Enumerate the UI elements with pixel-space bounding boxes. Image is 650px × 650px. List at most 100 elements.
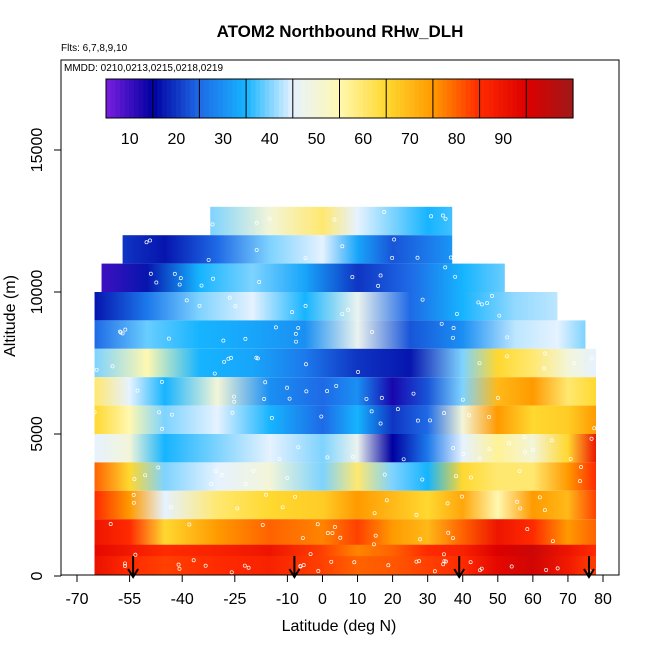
colorbar-segment xyxy=(400,79,406,118)
sample-marker xyxy=(442,411,447,416)
sample-marker xyxy=(110,364,115,369)
sample-marker xyxy=(455,311,459,316)
x-tick-label: 0 xyxy=(318,591,327,608)
colorbar-segment xyxy=(325,79,331,118)
sample-marker xyxy=(287,396,292,401)
sample-marker xyxy=(329,559,334,564)
sample-marker xyxy=(166,336,171,341)
sample-marker xyxy=(446,530,451,535)
colorbar-segment xyxy=(227,79,233,118)
colorbar-tick-label: 40 xyxy=(261,131,279,148)
sample-marker xyxy=(418,537,423,542)
colorbar-segment xyxy=(171,79,177,118)
colorbar-segment xyxy=(106,79,112,118)
colorbar-segment xyxy=(554,79,560,118)
colorbar-segment xyxy=(512,79,518,118)
sample-marker xyxy=(338,535,343,540)
colorbar-segment xyxy=(563,79,569,118)
colorbar-segment xyxy=(288,79,294,118)
sample-marker xyxy=(229,570,234,575)
colorbar-segment xyxy=(264,79,271,118)
colorbar-segment xyxy=(460,79,467,118)
colorbar-segment xyxy=(302,79,308,118)
sample-marker xyxy=(294,339,298,344)
colorbar-segment xyxy=(218,79,224,118)
heatmap-row xyxy=(94,405,596,434)
colorbar-segment xyxy=(484,79,490,118)
flights-note: Flts: 6,7,8,9,10 xyxy=(61,43,128,54)
sample-marker xyxy=(319,414,324,419)
colorbar-segment xyxy=(414,79,420,118)
colorbar-segment xyxy=(498,79,504,118)
sample-marker xyxy=(227,295,232,300)
sample-marker xyxy=(303,303,308,308)
colorbar-segment xyxy=(344,79,350,118)
colorbar-tick-label: 30 xyxy=(214,131,232,148)
sample-marker xyxy=(325,389,330,394)
colorbar-segment xyxy=(148,79,154,118)
sample-marker xyxy=(542,366,546,371)
x-tick-label: 60 xyxy=(524,591,542,608)
profile-arrows xyxy=(127,556,595,579)
sample-marker xyxy=(390,255,395,260)
sample-marker xyxy=(386,563,391,568)
colorbar-segment xyxy=(446,79,453,118)
x-axis-label: Latitude (deg N) xyxy=(282,618,397,635)
sample-marker xyxy=(460,397,465,402)
sample-marker xyxy=(332,525,337,529)
sample-marker xyxy=(148,238,152,243)
colorbar-segment xyxy=(418,79,425,118)
sample-marker xyxy=(441,552,446,557)
sample-marker xyxy=(340,244,345,249)
colorbar-segment xyxy=(194,79,200,118)
sample-marker xyxy=(417,559,422,564)
sample-marker xyxy=(442,559,447,563)
sample-marker xyxy=(172,271,177,276)
heatmap-row xyxy=(94,519,596,548)
sample-markers xyxy=(92,210,597,575)
colorbar-segment xyxy=(255,79,261,118)
sample-marker xyxy=(123,561,127,566)
sample-marker xyxy=(159,379,164,384)
sample-marker xyxy=(364,396,369,401)
colorbar-segment xyxy=(544,79,551,118)
heatmap-row xyxy=(101,263,505,292)
y-axis-label: Altitude (m) xyxy=(2,275,19,357)
sample-marker xyxy=(384,498,389,503)
sample-marker xyxy=(415,418,420,423)
sample-marker xyxy=(571,361,576,366)
sample-marker xyxy=(487,447,492,452)
sample-marker xyxy=(441,562,446,567)
sample-marker xyxy=(222,359,227,364)
sample-marker xyxy=(296,445,301,450)
heatmap-row xyxy=(122,235,453,264)
x-axis: -70 -55 -40 -25 -10 0 10 20 30 40 50 60 70 80 xyxy=(65,574,612,608)
colorbar-segment xyxy=(278,79,285,118)
sample-marker xyxy=(177,282,182,287)
sample-marker xyxy=(485,301,490,306)
colorbar-segment xyxy=(442,79,448,118)
sample-marker xyxy=(211,276,215,281)
sample-marker xyxy=(235,506,240,511)
sample-marker xyxy=(469,475,473,480)
sample-marker xyxy=(260,522,265,527)
sample-marker xyxy=(325,455,330,460)
sample-marker xyxy=(206,257,211,262)
x-tick-label: -70 xyxy=(65,591,88,608)
colorbar-segment xyxy=(395,79,401,118)
colorbar-segment xyxy=(367,79,373,118)
sample-marker xyxy=(160,426,165,431)
sample-marker xyxy=(332,217,337,222)
x-tick-label: -10 xyxy=(276,591,299,608)
sample-marker xyxy=(487,415,491,419)
colorbar-segment xyxy=(320,79,327,118)
colorbar-segment xyxy=(558,79,565,118)
sample-marker xyxy=(525,527,530,532)
sample-marker xyxy=(429,214,434,219)
x-tick-label: 70 xyxy=(559,591,577,608)
sample-marker xyxy=(453,274,458,279)
colorbar-segment xyxy=(311,79,317,118)
sample-marker xyxy=(549,438,554,443)
sample-marker xyxy=(135,388,140,393)
y-tick-label: 0 xyxy=(29,571,46,580)
